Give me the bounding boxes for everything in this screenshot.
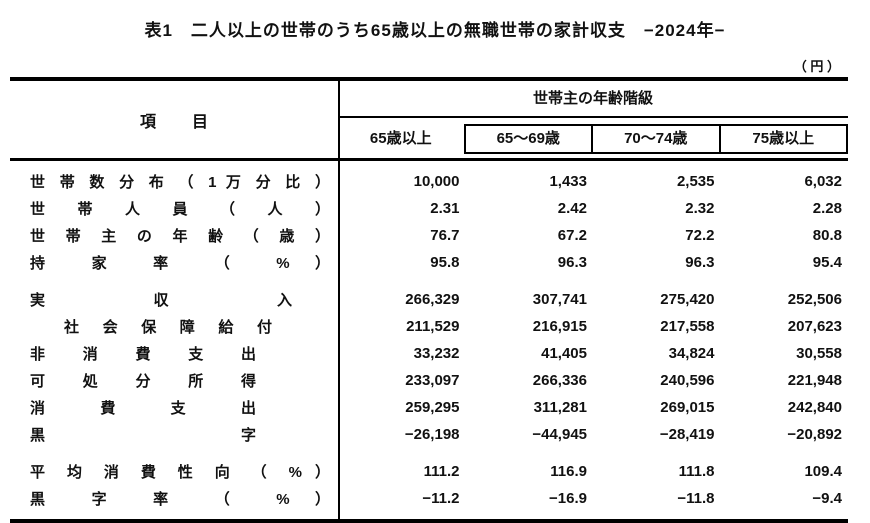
- column-header-65-and-over: 65歳以上: [369, 130, 432, 147]
- row-label: 実 収 入: [30, 292, 292, 309]
- row-label: 非 消 費 支 出: [30, 346, 256, 363]
- cell-value: 240,596: [660, 372, 715, 389]
- age-group-header: 世帯主の年齢階級: [338, 81, 848, 118]
- cell-value: 2.31: [430, 200, 460, 217]
- row-label: 平 均 消 費 性 向 （ % ）: [30, 464, 330, 481]
- cell-value: 216,915: [532, 318, 587, 335]
- cell-value: 10,000: [413, 173, 460, 190]
- page-title: 表1 二人以上の世帯のうち65歳以上の無職世帯の家計収支 −2024年−: [144, 21, 726, 40]
- cell-value: 30,558: [796, 345, 842, 362]
- cell-value: 95.8: [430, 254, 460, 271]
- household-budget-table: 項 目 世帯主の年齢階級 65歳以上 65〜69歳 70〜74歳 75歳以上 世…: [10, 77, 848, 523]
- table-row-surplus: 黒 字 −26,198 −44,945 −28,419 −20,892: [10, 421, 848, 448]
- cell-value: 109.4: [804, 463, 842, 480]
- table-row-household-members: 世 帯 人 員 （ 人 ） 2.31 2.42 2.32 2.28: [10, 195, 848, 222]
- unit-note: （ 円 ）: [793, 59, 840, 74]
- table-row-home-ownership: 持 家 率 （ % ） 95.8 96.3 96.3 95.4: [10, 249, 848, 276]
- cell-value: 211,529: [406, 318, 460, 335]
- table-row-social-security: 社 会 保 障 給 付 211,529 216,915 217,558 207,…: [10, 313, 848, 340]
- cell-value: −11.2: [422, 490, 460, 507]
- row-label: 黒 字 率 （ % ）: [30, 491, 330, 508]
- table-row-household-distribution: 世 帯 数 分 布 （ 1 万 分 比 ） 10,000 1,433 2,535…: [10, 168, 848, 195]
- table-row-head-age: 世 帯 主 の 年 齢 （ 歳 ） 76.7 67.2 72.2 80.8: [10, 222, 848, 249]
- table-row-non-consumption-expenditure: 非 消 費 支 出 33,232 41,405 34,824 30,558: [10, 340, 848, 367]
- cell-value: 207,623: [787, 318, 842, 335]
- cell-value: −9.4: [812, 490, 842, 507]
- cell-value: −26,198: [404, 426, 460, 443]
- cell-value: 2.32: [685, 200, 715, 217]
- item-column-header: 項 目: [139, 113, 218, 131]
- row-label: 消 費 支 出: [30, 400, 256, 417]
- cell-value: 6,032: [804, 173, 842, 190]
- table-body: 世 帯 数 分 布 （ 1 万 分 比 ） 10,000 1,433 2,535…: [10, 161, 848, 519]
- table-header: 項 目 世帯主の年齢階級 65歳以上 65〜69歳 70〜74歳 75歳以上: [10, 81, 848, 161]
- cell-value: 80.8: [812, 227, 842, 244]
- cell-value: 275,420: [660, 291, 715, 308]
- cell-value: 266,329: [405, 291, 460, 308]
- cell-value: 111.2: [423, 463, 460, 480]
- column-header-75-and-over: 75歳以上: [718, 124, 848, 154]
- cell-value: 217,558: [660, 318, 715, 335]
- cell-value: −16.9: [549, 490, 587, 507]
- row-label: 持 家 率 （ % ）: [30, 255, 330, 272]
- cell-value: 2,535: [676, 173, 715, 190]
- cell-value: 2.42: [557, 200, 587, 217]
- cell-value: 72.2: [685, 227, 715, 244]
- row-label: 世 帯 人 員 （ 人 ）: [30, 201, 330, 218]
- column-divider: [338, 81, 340, 519]
- cell-value: 76.7: [430, 227, 460, 244]
- cell-value: 252,506: [787, 291, 842, 308]
- cell-value: 269,015: [660, 399, 715, 416]
- row-label: 世 帯 数 分 布 （ 1 万 分 比 ）: [30, 174, 330, 191]
- cell-value: 41,405: [541, 345, 587, 362]
- age-header-section: 世帯主の年齢階級 65歳以上 65〜69歳 70〜74歳 75歳以上: [338, 81, 848, 158]
- cell-value: 95.4: [812, 254, 842, 271]
- cell-value: 266,336: [532, 372, 587, 389]
- cell-value: −28,419: [659, 426, 715, 443]
- cell-value: 67.2: [557, 227, 587, 244]
- cell-value: 259,295: [405, 399, 460, 416]
- cell-value: 307,741: [532, 291, 587, 308]
- cell-value: 111.8: [678, 463, 715, 480]
- table-row-average-propensity-to-consume: 平 均 消 費 性 向 （ % ） 111.2 116.9 111.8 109.…: [10, 458, 848, 485]
- cell-value: 34,824: [668, 345, 715, 362]
- age-column-headers: 65歳以上 65〜69歳 70〜74歳 75歳以上: [338, 118, 848, 158]
- cell-value: 33,232: [413, 345, 460, 362]
- cell-value: −20,892: [787, 426, 842, 443]
- cell-value: −11.8: [677, 490, 715, 507]
- column-header-70-74: 70〜74歳: [591, 124, 721, 154]
- cell-value: 2.28: [812, 200, 842, 217]
- table-row-surplus-rate: 黒 字 率 （ % ） −11.2 −16.9 −11.8 −9.4: [10, 485, 848, 512]
- cell-value: 311,281: [533, 399, 587, 416]
- row-label: 可 処 分 所 得: [30, 373, 256, 390]
- cell-value: −44,945: [532, 426, 587, 443]
- row-label: 黒 字: [30, 427, 256, 444]
- cell-value: 242,840: [787, 399, 842, 416]
- cell-value: 233,097: [405, 372, 460, 389]
- cell-value: 116.9: [550, 463, 587, 480]
- row-label: 世 帯 主 の 年 齢 （ 歳 ）: [30, 228, 330, 245]
- cell-value: 221,948: [787, 372, 842, 389]
- cell-value: 1,433: [549, 173, 587, 190]
- table-row-disposable-income: 可 処 分 所 得 233,097 266,336 240,596 221,94…: [10, 367, 848, 394]
- table-row-consumption-expenditure: 消 費 支 出 259,295 311,281 269,015 242,840: [10, 394, 848, 421]
- table-row-real-income: 実 収 入 266,329 307,741 275,420 252,506: [10, 286, 848, 313]
- row-label: 社 会 保 障 給 付: [64, 319, 272, 336]
- cell-value: 96.3: [557, 254, 587, 271]
- column-header-65-69: 65〜69歳: [463, 124, 593, 154]
- cell-value: 96.3: [685, 254, 715, 271]
